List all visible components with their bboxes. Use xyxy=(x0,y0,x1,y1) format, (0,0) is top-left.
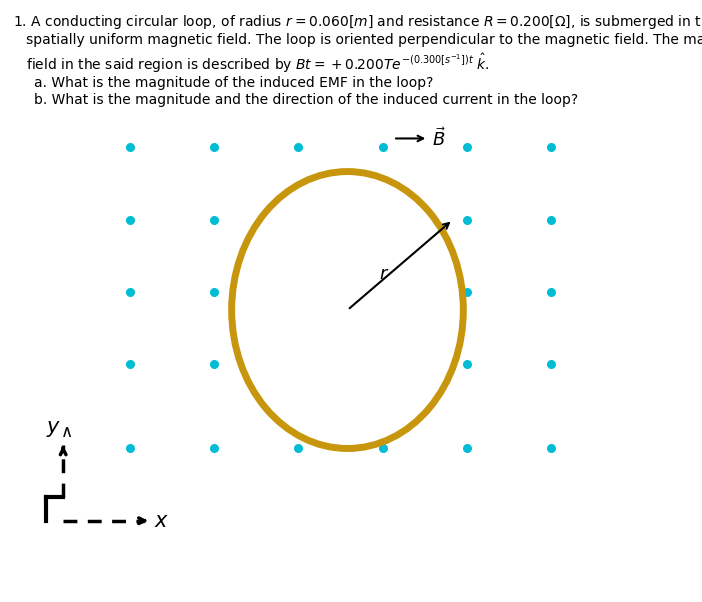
Ellipse shape xyxy=(232,172,463,448)
Text: field in the said region is described by $Bt=+0.200Te^{-(0.300[s^{-1}])t}$ $\hat: field in the said region is described by… xyxy=(13,52,489,75)
Text: $\vec{B}$: $\vec{B}$ xyxy=(432,127,446,150)
Text: $y$: $y$ xyxy=(46,420,61,439)
Text: spatially uniform magnetic field. The loop is oriented perpendicular to the magn: spatially uniform magnetic field. The lo… xyxy=(13,33,702,46)
Text: $\wedge$: $\wedge$ xyxy=(60,423,72,441)
Text: a. What is the magnitude of the induced EMF in the loop?: a. What is the magnitude of the induced … xyxy=(34,76,433,90)
Text: $r$: $r$ xyxy=(379,265,390,283)
Text: $x$: $x$ xyxy=(154,510,169,531)
Text: 1. A conducting circular loop, of radius $r=0.060[m]$ and resistance $R=0.200[\O: 1. A conducting circular loop, of radius… xyxy=(13,13,702,31)
Text: b. What is the magnitude and the direction of the induced current in the loop?: b. What is the magnitude and the directi… xyxy=(34,93,578,107)
